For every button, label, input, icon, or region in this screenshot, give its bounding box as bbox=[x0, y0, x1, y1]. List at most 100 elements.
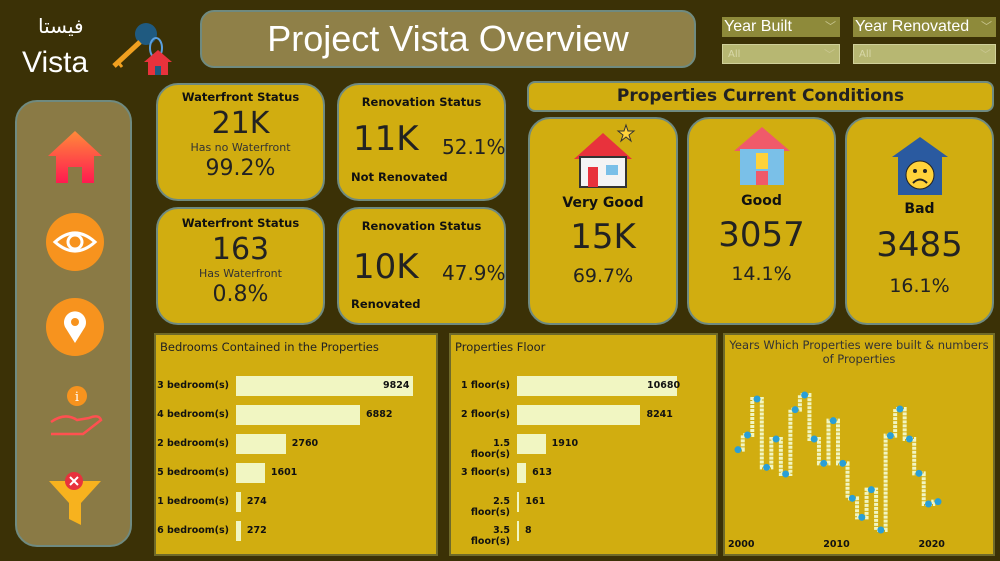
bar-label: 6 bedroom(s) bbox=[157, 525, 229, 536]
card-percent: 0.8% bbox=[212, 282, 269, 307]
year-built-filter[interactable]: Year Built ﹀ All ﹀ bbox=[722, 17, 840, 64]
data-point[interactable] bbox=[782, 470, 790, 478]
bar-value: 1910 bbox=[551, 438, 579, 449]
data-point[interactable] bbox=[848, 494, 856, 502]
condition-label: Good bbox=[741, 193, 782, 209]
bar-value: 272 bbox=[246, 525, 267, 536]
logo-arabic: فيستا bbox=[38, 14, 84, 38]
card-percent: 47.9% bbox=[442, 261, 506, 285]
bar[interactable] bbox=[517, 376, 677, 396]
bar-value: 6882 bbox=[365, 409, 393, 420]
bar-label: 2 bedroom(s) bbox=[157, 438, 229, 449]
card-label: Renovated bbox=[351, 297, 421, 311]
bar[interactable] bbox=[517, 521, 519, 541]
card-title: Waterfront Status bbox=[181, 216, 300, 230]
page-title: Project Vista Overview bbox=[200, 10, 696, 68]
card-label: Not Renovated bbox=[351, 170, 448, 184]
chart-title: Properties Floor bbox=[455, 340, 546, 354]
bar[interactable] bbox=[517, 405, 641, 425]
data-point[interactable] bbox=[791, 406, 799, 414]
condition-very-good-card: Very Good 15K 69.7% bbox=[528, 117, 678, 325]
bar-label: 1 floor(s) bbox=[460, 380, 510, 391]
data-point[interactable] bbox=[820, 459, 828, 467]
data-point[interactable] bbox=[915, 469, 923, 477]
bar-value: 10680 bbox=[647, 380, 681, 391]
bar[interactable] bbox=[236, 376, 413, 396]
data-point[interactable] bbox=[886, 432, 894, 440]
bar-value: 8241 bbox=[646, 409, 673, 420]
data-point[interactable] bbox=[810, 435, 818, 443]
chevron-down-icon: ﹀ bbox=[981, 21, 992, 33]
bar-label: 1.5 floor(s) bbox=[470, 438, 510, 460]
data-point[interactable] bbox=[877, 526, 885, 534]
logo-text: Vista bbox=[22, 46, 89, 79]
x-tick-label: 2020 bbox=[918, 539, 945, 550]
house-thumbs-up-icon bbox=[733, 127, 790, 185]
conditions-title: Properties Current Conditions bbox=[527, 81, 994, 112]
bar[interactable] bbox=[236, 521, 241, 541]
chart-title: Years Which Properties were built & numb… bbox=[729, 338, 989, 366]
bar-value: 9824 bbox=[383, 380, 410, 391]
data-point[interactable] bbox=[934, 498, 942, 506]
condition-percent: 16.1% bbox=[889, 275, 950, 297]
data-point[interactable] bbox=[734, 446, 742, 454]
data-point[interactable] bbox=[772, 435, 780, 443]
year-renovated-label: Year Renovated ﹀ bbox=[853, 17, 996, 37]
condition-value: 15K bbox=[570, 217, 636, 257]
data-point[interactable] bbox=[858, 513, 866, 521]
condition-label: Very Good bbox=[562, 195, 644, 211]
data-point[interactable] bbox=[839, 459, 847, 467]
info-hand-icon[interactable]: i bbox=[45, 382, 105, 442]
data-point[interactable] bbox=[801, 391, 809, 399]
bar-label: 4 bedroom(s) bbox=[157, 409, 229, 420]
condition-value: 3485 bbox=[876, 225, 963, 265]
eye-icon[interactable] bbox=[45, 212, 105, 272]
filter-clear-icon[interactable] bbox=[45, 469, 105, 529]
bar-label: 5 bedroom(s) bbox=[157, 467, 229, 478]
bedrooms-chart: Bedrooms Contained in the Properties 3 b… bbox=[154, 333, 438, 556]
bar-label: 3 bedroom(s) bbox=[157, 380, 229, 391]
data-point[interactable] bbox=[905, 435, 913, 443]
location-pin-icon[interactable] bbox=[45, 297, 105, 357]
card-title: Renovation Status bbox=[361, 95, 482, 109]
card-title: Waterfront Status bbox=[181, 90, 300, 104]
data-point[interactable] bbox=[867, 486, 875, 494]
year-built-dropdown[interactable]: All ﹀ bbox=[722, 44, 840, 64]
chevron-down-icon: ﹀ bbox=[980, 48, 991, 61]
data-point[interactable] bbox=[763, 463, 771, 471]
data-point[interactable] bbox=[829, 417, 837, 425]
condition-percent: 69.7% bbox=[572, 265, 634, 287]
chart-title: Bedrooms Contained in the Properties bbox=[160, 340, 379, 354]
series-line bbox=[738, 393, 938, 532]
bar-value: 1601 bbox=[270, 467, 298, 478]
year-renovated-filter[interactable]: Year Renovated ﹀ All ﹀ bbox=[853, 17, 996, 64]
year-built-label: Year Built ﹀ bbox=[722, 17, 840, 37]
renovation-no-card: Renovation Status 11K 52.1% Not Renovate… bbox=[337, 83, 506, 201]
bar-value: 8 bbox=[525, 525, 532, 536]
card-title: Renovation Status bbox=[361, 219, 482, 233]
bar[interactable] bbox=[236, 463, 265, 483]
bar-value: 274 bbox=[246, 496, 267, 507]
bar[interactable] bbox=[517, 434, 546, 454]
data-point[interactable] bbox=[896, 405, 904, 413]
home-icon[interactable] bbox=[45, 127, 105, 187]
year-renovated-dropdown[interactable]: All ﹀ bbox=[853, 44, 996, 64]
data-point[interactable] bbox=[924, 500, 932, 508]
bar[interactable] bbox=[236, 434, 286, 454]
card-label: Has no Waterfront bbox=[190, 141, 291, 154]
waterfront-no-card: Waterfront Status 21K Has no Waterfront … bbox=[156, 83, 325, 201]
waterfront-yes-card: Waterfront Status 163 Has Waterfront 0.8… bbox=[156, 207, 325, 325]
data-point[interactable] bbox=[744, 431, 752, 439]
bar[interactable] bbox=[236, 405, 360, 425]
data-point[interactable] bbox=[753, 395, 761, 403]
chevron-down-icon: ﹀ bbox=[825, 21, 836, 33]
sidebar: i bbox=[15, 100, 132, 547]
line-chart-plot: 2000 2010 2020 bbox=[728, 391, 945, 550]
house-sad-icon bbox=[891, 137, 948, 195]
bar[interactable] bbox=[517, 492, 520, 512]
condition-percent: 14.1% bbox=[731, 263, 792, 285]
x-tick-label: 2000 bbox=[728, 539, 755, 550]
bar[interactable] bbox=[517, 463, 527, 483]
bar[interactable] bbox=[236, 492, 241, 512]
card-value: 10K bbox=[353, 247, 419, 287]
